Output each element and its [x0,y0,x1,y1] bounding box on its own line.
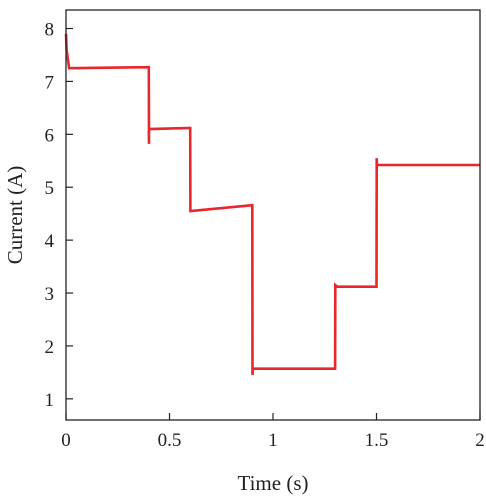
series-layer [64,33,480,376]
plot-frame [65,9,481,421]
y-tick-label: 5 [45,178,55,199]
y-tick-label: 6 [45,125,55,146]
y-axis-title: Current (A) [3,166,27,265]
x-axis-title: Time (s) [238,471,309,495]
x-tick-label: 1 [268,430,278,451]
x-tick-label: 1.5 [365,430,389,451]
y-tick-label: 8 [45,20,55,41]
y-tick-label: 4 [45,231,55,252]
current-series-line [64,33,480,376]
y-tick-label: 1 [45,390,55,411]
y-tick-label: 3 [45,284,55,305]
y-tick-label: 2 [45,337,55,358]
x-tick-label: 0 [61,430,71,451]
x-tick-label: 0.5 [158,430,182,451]
axis-ticks: 0 0.5 1 1.5 2 1 2 3 4 5 6 7 8 [45,20,485,451]
y-tick-label: 7 [45,72,55,93]
x-tick-label: 2 [475,430,485,451]
